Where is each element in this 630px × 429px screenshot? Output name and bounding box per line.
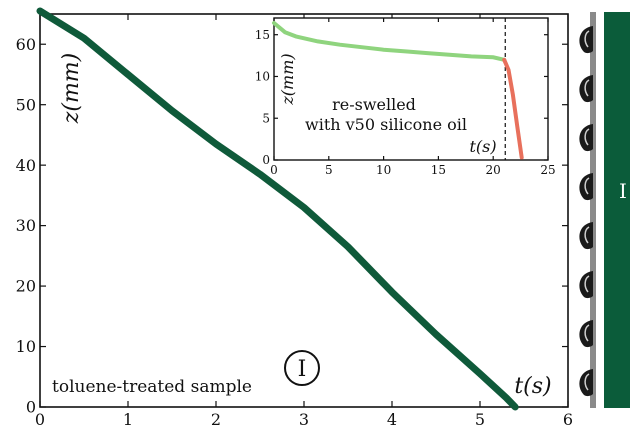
droplet-shape [579, 173, 593, 200]
y-tick-label: 10 [255, 70, 270, 84]
x-tick-label: 25 [540, 163, 555, 177]
side-image: I [579, 12, 630, 408]
x-tick-label: 10 [376, 163, 391, 177]
y-tick-label: 30 [16, 216, 36, 235]
inset-x-axis-label: t(s) [469, 137, 496, 156]
side-image-rod [590, 12, 596, 408]
droplet-shape [579, 222, 593, 249]
y-tick-label: 10 [16, 337, 36, 356]
main-annotation-numeral: I [298, 357, 307, 382]
inset-annotation-line1: re-swelled [332, 95, 416, 114]
y-tick-label: 0 [262, 153, 270, 167]
y-tick-label: 5 [262, 111, 270, 125]
x-tick-label: 5 [475, 410, 485, 429]
y-tick-label: 50 [16, 95, 36, 114]
side-image-bar [604, 12, 630, 408]
y-tick-label: 60 [16, 35, 36, 54]
x-tick-label: 1 [123, 410, 133, 429]
droplet-shape [579, 75, 593, 102]
droplet-shape [579, 271, 593, 298]
droplet-shape [579, 26, 593, 53]
main-x-axis-label: t(s) [514, 374, 551, 399]
x-tick-label: 0 [35, 410, 45, 429]
x-tick-label: 2 [211, 410, 221, 429]
x-tick-label: 6 [563, 410, 573, 429]
x-tick-label: 3 [299, 410, 309, 429]
inset-y-axis-label: z(mm) [278, 53, 297, 105]
y-tick-label: 20 [16, 277, 36, 296]
droplet-shape [579, 320, 593, 347]
y-tick-label: 15 [255, 28, 270, 42]
y-tick-label: 0 [26, 398, 36, 417]
x-tick-label: 5 [325, 163, 333, 177]
x-tick-label: 20 [486, 163, 501, 177]
inset-chart: 0 5 10 15 20 25 0 5 10 15 re-swelled with v50 sil… [255, 18, 556, 177]
side-image-label: I [619, 179, 627, 203]
main-y-axis-label: z(mm) [59, 53, 84, 124]
y-tick-label: 40 [16, 156, 36, 175]
x-tick-label: 0 [270, 163, 278, 177]
droplet-shape [579, 369, 593, 396]
main-annotation-numeral-circle: I [285, 351, 319, 385]
main-annotation-sample: toluene-treated sample [52, 377, 252, 397]
x-tick-label: 4 [387, 410, 397, 429]
x-tick-label: 15 [431, 163, 446, 177]
inset-annotation-line2: with v50 silicone oil [305, 115, 467, 134]
droplet-shape [579, 124, 593, 151]
